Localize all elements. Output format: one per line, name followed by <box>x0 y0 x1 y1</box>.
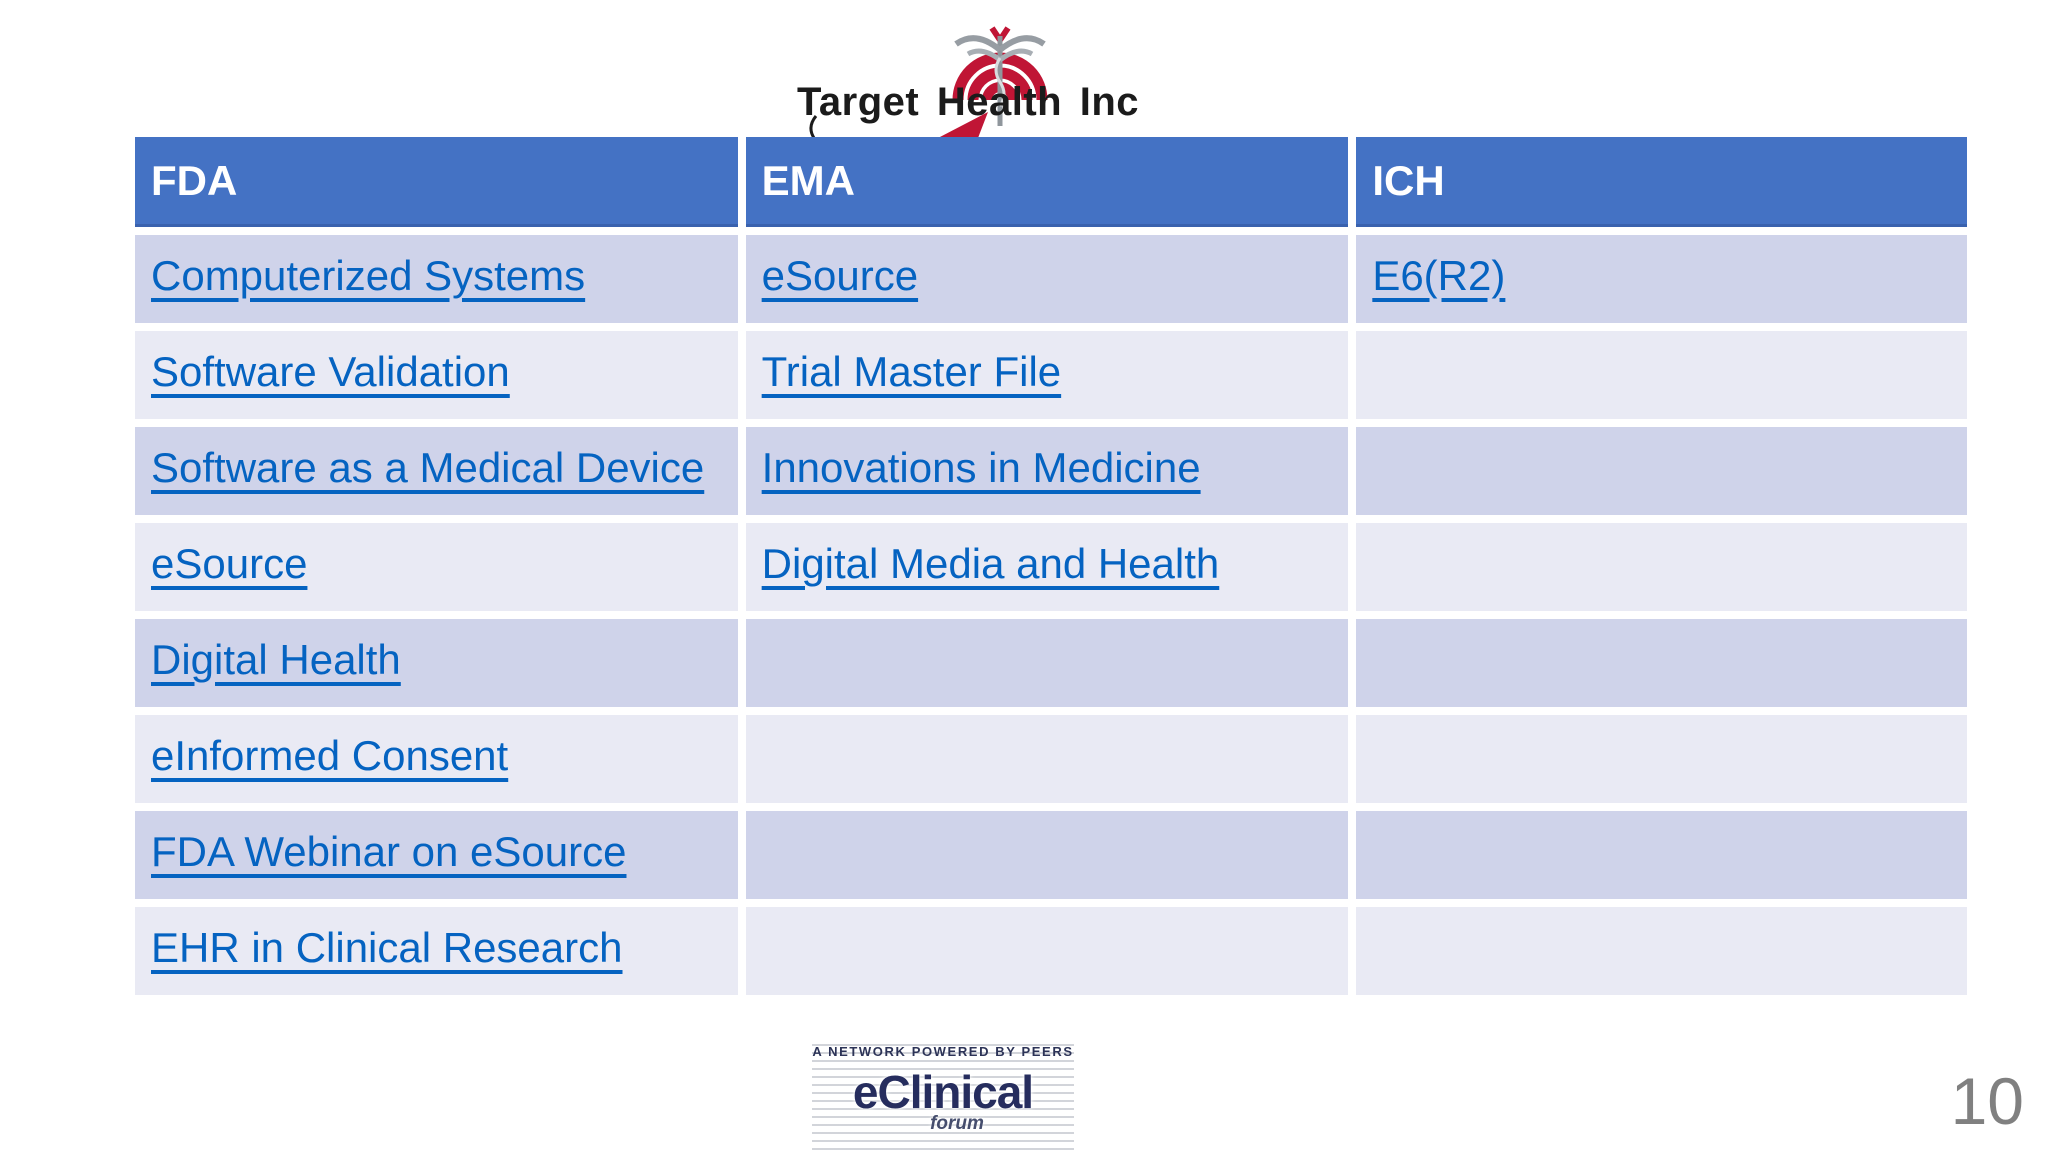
table-cell-empty <box>1356 907 1967 995</box>
link-software-validation[interactable]: Software Validation <box>151 348 510 395</box>
link-innovations-in-medicine[interactable]: Innovations in Medicine <box>761 444 1201 491</box>
table-cell: FDA Webinar on eSource <box>135 811 746 907</box>
table-cell-empty <box>1356 427 1967 523</box>
table-cell: eInformed Consent <box>135 715 746 811</box>
link-einformed-consent[interactable]: eInformed Consent <box>151 732 509 779</box>
eclinical-tagline: A NETWORK POWERED BY PEERS <box>812 1044 1074 1059</box>
table-cell: eSource <box>745 235 1357 331</box>
table-cell: Trial Master File <box>745 331 1357 427</box>
column-header-ich: ICH <box>1356 137 1967 235</box>
target-health-logo-text: Target Health Inc <box>796 80 1140 124</box>
link-esource-ema[interactable]: eSource <box>761 252 919 299</box>
eclinical-forum-logo: A NETWORK POWERED BY PEERS eClinical for… <box>812 1044 1074 1152</box>
link-digital-media-and-health[interactable]: Digital Media and Health <box>761 540 1220 587</box>
table-row: Software as a Medical Device Innovations… <box>135 427 1967 523</box>
table-cell-empty <box>745 811 1357 907</box>
table-row: eSource Digital Media and Health <box>135 523 1967 619</box>
target-health-logo-graphic <box>809 26 1048 139</box>
table-header-row: FDA EMA ICH <box>135 137 1967 235</box>
table-cell-empty <box>1356 331 1967 427</box>
table-row: eInformed Consent <box>135 715 1967 811</box>
table-cell-empty <box>1356 523 1967 619</box>
link-trial-master-file[interactable]: Trial Master File <box>761 348 1062 395</box>
table-cell-empty <box>1356 811 1967 907</box>
red-arrow-icon <box>938 112 988 138</box>
column-header-fda: FDA <box>135 137 746 235</box>
table-cell-empty <box>745 907 1357 995</box>
table-row: EHR in Clinical Research <box>135 907 1967 995</box>
table-cell: Software as a Medical Device <box>135 427 746 523</box>
table-cell-empty <box>745 619 1357 715</box>
caduceus-icon <box>954 26 1046 126</box>
table-cell: Computerized Systems <box>135 235 746 331</box>
link-fda-webinar-on-esource[interactable]: FDA Webinar on eSource <box>151 828 627 875</box>
eclinical-logo-text: eClinical <box>852 1066 1034 1118</box>
link-digital-health[interactable]: Digital Health <box>151 636 401 683</box>
table-cell: Digital Health <box>135 619 746 715</box>
table-cell: Digital Media and Health <box>745 523 1357 619</box>
table-cell: EHR in Clinical Research <box>135 907 746 995</box>
link-ehr-in-clinical-research[interactable]: EHR in Clinical Research <box>151 924 623 971</box>
table-row: Digital Health <box>135 619 1967 715</box>
table-cell: Software Validation <box>135 331 746 427</box>
table-row: Computerized Systems eSource E6(R2) <box>135 235 1967 331</box>
link-computerized-systems[interactable]: Computerized Systems <box>151 252 586 299</box>
link-e6r2[interactable]: E6(R2) <box>1372 252 1506 299</box>
target-health-logo: Target Health Inc <box>770 14 1170 140</box>
table-cell: E6(R2) <box>1356 235 1967 331</box>
column-header-ema: EMA <box>745 137 1357 235</box>
link-esource-fda[interactable]: eSource <box>151 540 308 587</box>
table-cell-empty <box>1356 619 1967 715</box>
table-cell: Innovations in Medicine <box>745 427 1357 523</box>
page-number: 10 <box>1950 1064 2024 1138</box>
table-cell: eSource <box>135 523 746 619</box>
regulatory-guidance-table: FDA EMA ICH Computerized Systems eSource… <box>135 137 1967 995</box>
eclinical-forum-text: forum <box>930 1113 984 1134</box>
table-cell-empty <box>1356 715 1967 811</box>
table-row: Software Validation Trial Master File <box>135 331 1967 427</box>
table-cell-empty <box>745 715 1357 811</box>
table-row: FDA Webinar on eSource <box>135 811 1967 907</box>
link-software-as-a-medical-device[interactable]: Software as a Medical Device <box>151 444 705 491</box>
pen-stroke-icon <box>809 115 818 139</box>
